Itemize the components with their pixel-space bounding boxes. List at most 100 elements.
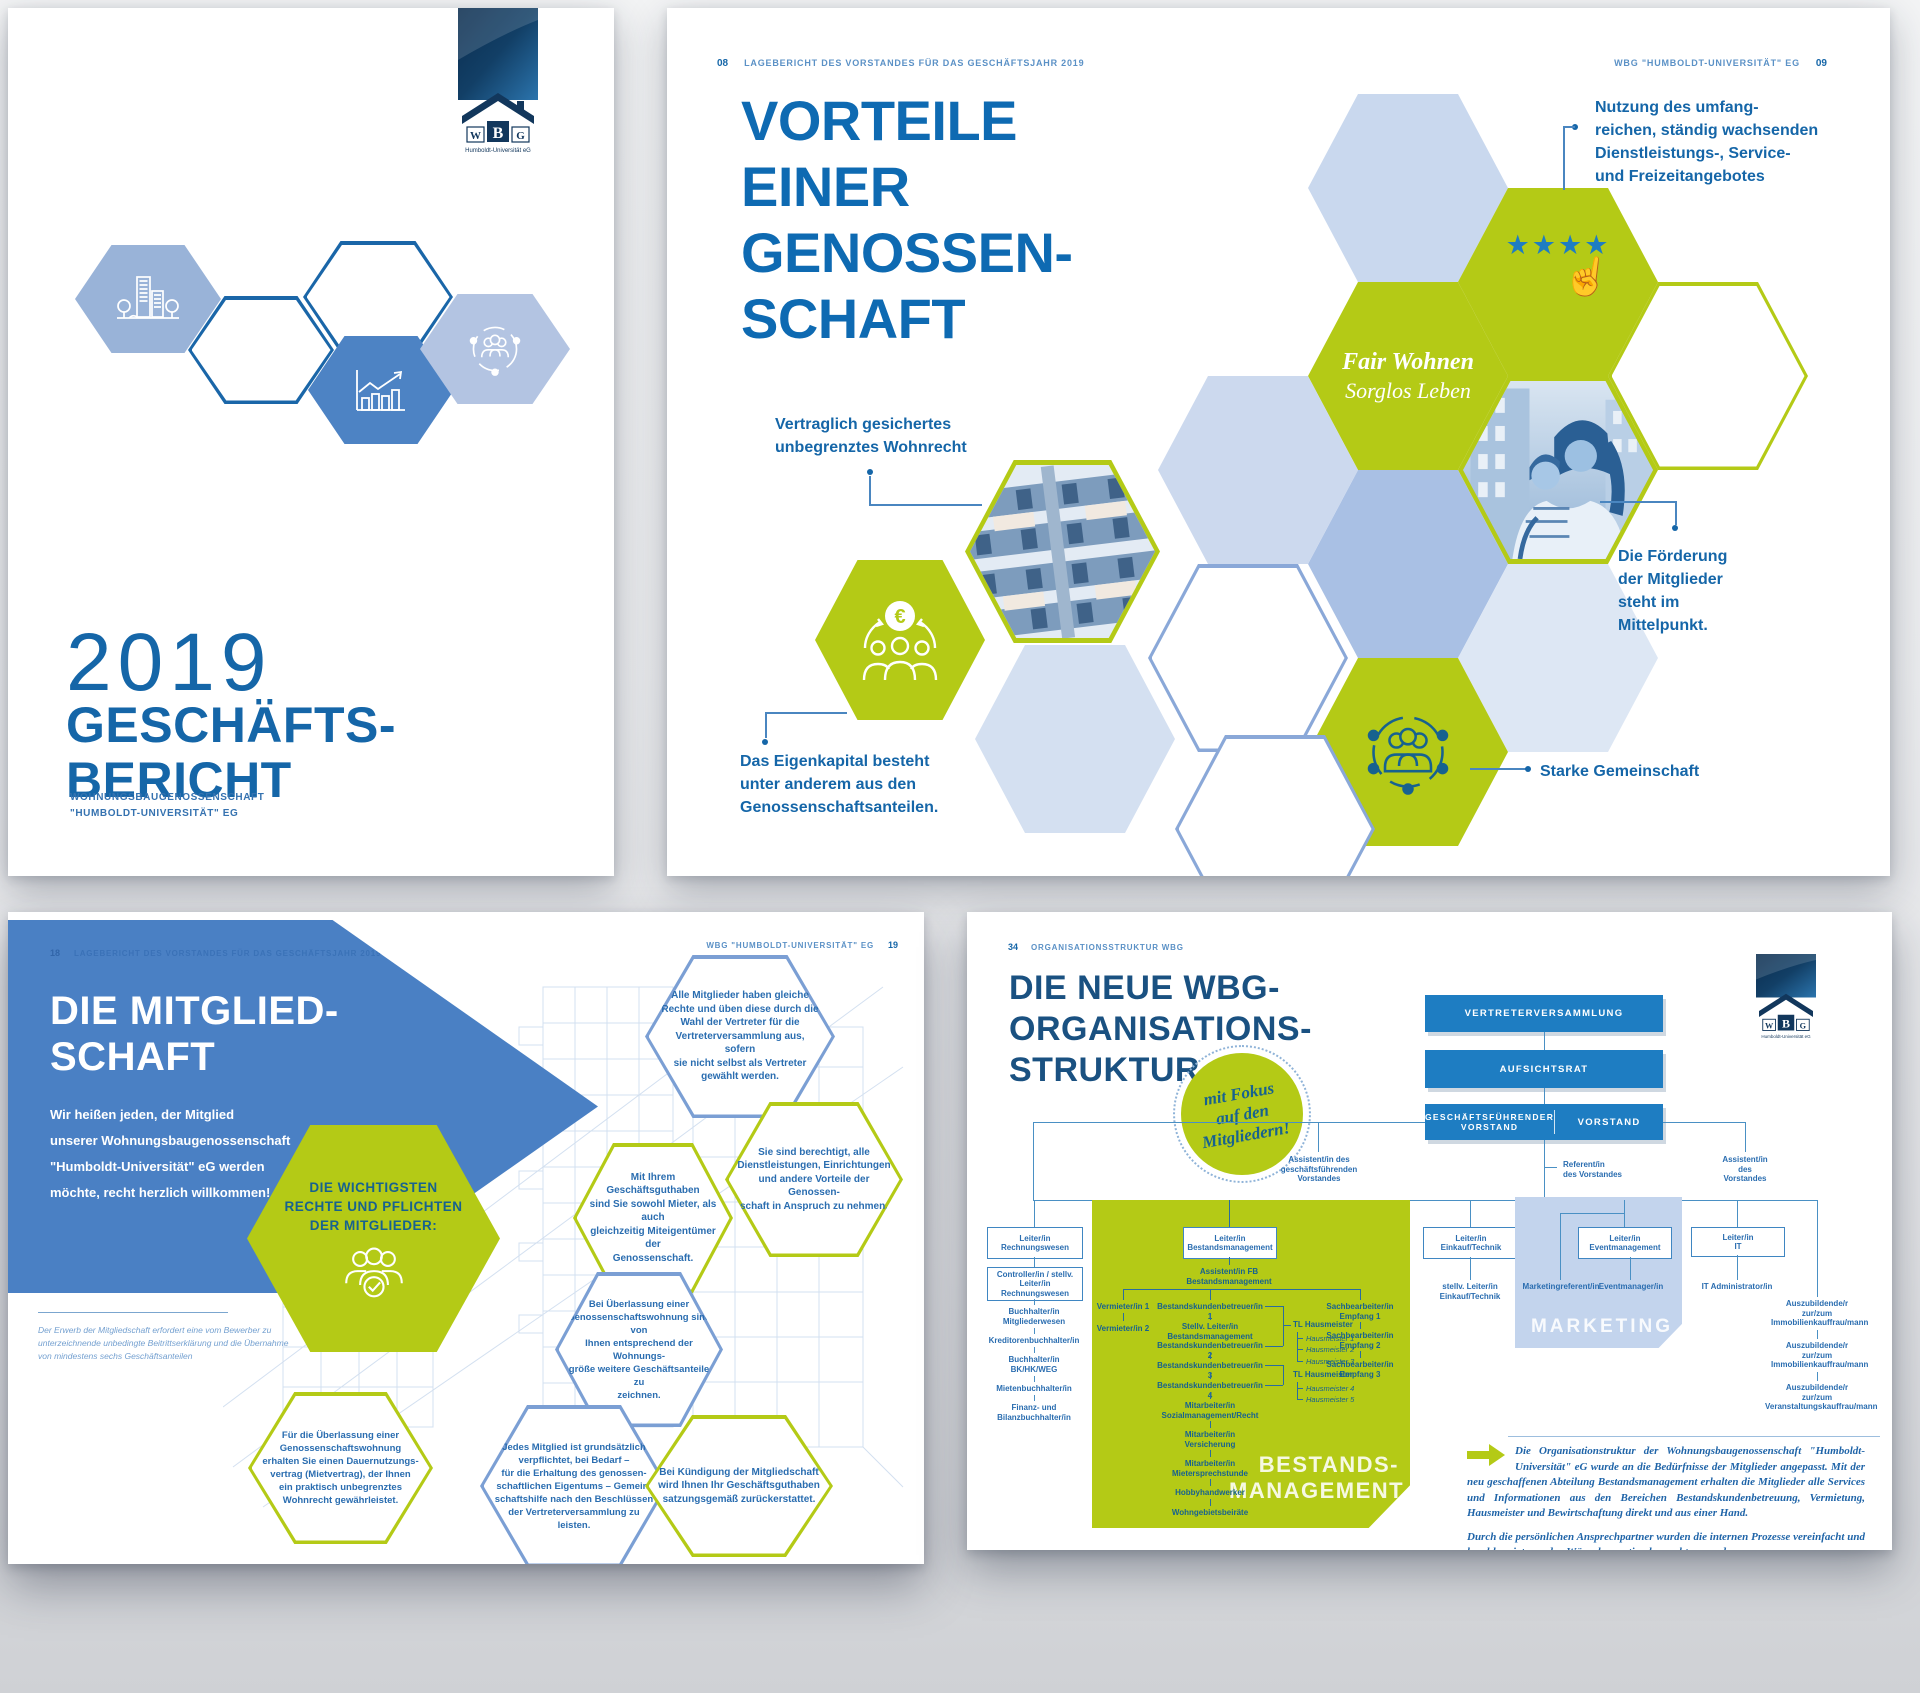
- wbg-logo-icon: W B G Humboldt-Universität eG: [1756, 954, 1816, 1039]
- label-assistent-gf: Assistent/in des geschäftsführenden Vors…: [1280, 1155, 1358, 1183]
- vermieter-2: Vermieter/in 2: [1096, 1324, 1150, 1333]
- logo-letter-b: B: [493, 125, 504, 142]
- hausmeister-3: Hausmeister 3: [1306, 1357, 1355, 1366]
- decor-hex-community: [420, 294, 570, 404]
- running-header-right: WBG "HUMBOLDT-UNIVERSITÄT" EG: [706, 941, 874, 950]
- vorteile-spread: 08 LAGEBERICHT DES VORSTANDES FÜR DAS GE…: [667, 8, 1890, 876]
- family-photo: [1463, 381, 1653, 559]
- label-assistent-vorstand: Assistent/in des Vorstandes: [1722, 1155, 1768, 1183]
- callout-nutzung: Nutzung des umfang- reichen, ständig wac…: [1595, 99, 1819, 185]
- box-aufsichtsrat: AUFSICHTSRAT: [1425, 1050, 1663, 1088]
- page-number-left: 18: [50, 948, 61, 958]
- decor-hex-green-outline: [1608, 282, 1808, 470]
- star-rating: ★★★★: [1505, 230, 1611, 260]
- equity-hex: €: [815, 560, 985, 720]
- svg-text:G: G: [1800, 1021, 1807, 1030]
- hausmeister-1: Hausmeister 1: [1306, 1334, 1355, 1343]
- hex-guthaben-text: Mit Ihrem Geschäftsguthaben sind Sie sow…: [589, 1171, 717, 1264]
- page-number-right: 09: [1815, 58, 1827, 69]
- betreuer-2: Stellv. Leiter/in Bestandsmanagement Bes…: [1157, 1322, 1263, 1360]
- running-header-right: WBG "HUMBOLDT-UNIVERSITÄT" EG: [1614, 58, 1800, 68]
- rights-duties-heading: DIE WICHTIGSTEN RECHTE UND PFLICHTEN DER…: [284, 1180, 463, 1233]
- marketing-watermark: MARKETING: [1530, 1316, 1674, 1337]
- label-stellv-einkauf: stellv. Leiter/in Einkauf/Technik: [1439, 1282, 1501, 1301]
- staff-finanz: Finanz- und Bilanzbuchhalter/in: [997, 1403, 1071, 1422]
- wbg-logo-icon: W B G Humboldt-Universität eG: [458, 8, 538, 154]
- spread-title: VORTEILE EINER GENOSSEN- SCHAFT: [741, 89, 1073, 350]
- cover-year: 2019: [66, 617, 273, 708]
- focus-badge-text: mit Fokus auf den Mitgliedern!: [1200, 1077, 1292, 1152]
- label-assistent-bestand: Assistent/in FB Bestandsmanagement: [1186, 1267, 1272, 1286]
- page-title: DIE MITGLIED- SCHAFT: [50, 989, 339, 1079]
- hex-gemeinschaftshilfe: Jedes Mitglied ist grundsätzlich verpfli…: [480, 1405, 668, 1564]
- label-it-admin: IT Administrator/in: [1701, 1282, 1773, 1291]
- decor-hex-pale-3: [1158, 376, 1358, 564]
- wbg-logo: W B G Humboldt-Universität eG: [457, 8, 539, 160]
- community-network-icon: [469, 326, 521, 376]
- hex-dauernutzung: Für die Überlassung einer Genossenschaft…: [248, 1392, 433, 1544]
- growth-chart-icon: [356, 370, 405, 411]
- azubi-3: Auszubildende/r zur/zum Veranstaltungska…: [1765, 1383, 1878, 1411]
- decor-hex-blue-outline-1: [1148, 564, 1348, 752]
- tl-hausmeister-1: TL Hausmeister: [1293, 1320, 1353, 1329]
- box-gf-vorstand: GESCHÄFTSFÜHRENDER VORSTAND VORSTAND: [1425, 1104, 1663, 1140]
- vermieter-1: Vermieter/in 1: [1096, 1302, 1150, 1311]
- label-marketingreferent: Marketingreferent/in: [1522, 1282, 1600, 1291]
- callout-eigenkapital: Das Eigenkapital besteht unter anderem a…: [740, 753, 939, 816]
- running-header-left: LAGEBERICHT DES VORSTANDES FÜR DAS GESCH…: [74, 949, 382, 958]
- hex-dienstleistungen-text: Sie sind berechtigt, alle Dienstleistung…: [737, 1146, 891, 1212]
- page-title: DIE NEUE WBG- ORGANISATIONS- STRUKTUR: [1009, 969, 1312, 1089]
- family-photo-hex: [1458, 376, 1658, 564]
- logo-letter-w: W: [470, 130, 481, 142]
- logo-letter-g: G: [516, 130, 525, 142]
- empfang-3: Sachbearbeiter/in Empfang 3: [1326, 1360, 1394, 1379]
- azubi-1: Auszubildende/r zur/zum Immobilienkauffr…: [1771, 1299, 1869, 1327]
- cover-page: W B G Humboldt-Universität eG: [8, 8, 614, 876]
- slogan-line-1: Fair Wohnen: [1342, 349, 1474, 375]
- mitarbeiter-mietersprechstunde: Mitarbeiter/in Mietersprechstunde: [1171, 1459, 1249, 1478]
- hausmeister-4: Hausmeister 4: [1306, 1384, 1355, 1393]
- azubi-2: Auszubildende/r zur/zum Immobilienkauffr…: [1771, 1341, 1869, 1369]
- label-referent: Referent/in des Vorstandes: [1563, 1160, 1622, 1179]
- hobbyhandwerker: Hobbyhandwerker: [1175, 1488, 1245, 1497]
- staff-mieten: Mietenbuchhalter/in: [996, 1384, 1072, 1393]
- box-vertreterversammlung: VERTRETERVERSAMMLUNG: [1425, 995, 1663, 1032]
- decor-hex-pale-2: [1458, 564, 1658, 752]
- orgstruktur-page: 34 ORGANISATIONSSTRUKTUR WBG DIE NEUE WB…: [967, 912, 1892, 1550]
- box-leiter-rechnungswesen: Leiter/in Rechnungswesen: [987, 1227, 1083, 1259]
- callout-wohnrecht: Vertraglich gesichertes unbegrenztes Woh…: [775, 416, 967, 456]
- svg-text:€: €: [894, 606, 905, 628]
- box-leiter-event: Leiter/in Eventmanagement: [1578, 1227, 1672, 1259]
- box-leiter-einkauf: Leiter/in Einkauf/Technik: [1423, 1227, 1519, 1259]
- page-number-left: 08: [717, 58, 729, 69]
- staff-kreditoren: Kreditorenbuchhalter/in: [988, 1336, 1080, 1345]
- mitarbeiter-sozial: Mitarbeiter/in Sozialmanagement/Recht: [1161, 1401, 1259, 1420]
- slogan-hex: Fair Wohnen Sorglos Leben: [1308, 282, 1508, 470]
- staff-buchhalter-mitglieder: Buchhalter/in Mitgliederwesen: [1002, 1307, 1066, 1326]
- hex-gemeinschaftshilfe-text: Jedes Mitglied ist grundsätzlich verpfli…: [494, 1441, 654, 1531]
- svg-text:Humboldt-Universität eG: Humboldt-Universität eG: [1761, 1034, 1811, 1039]
- svg-text:B: B: [1782, 1017, 1790, 1031]
- empfang-2: Sachbearbeiter/in Empfang 2: [1326, 1331, 1394, 1350]
- rating-hex: ★★★★ ☝: [1458, 188, 1658, 376]
- vorstand-label: VORSTAND: [1577, 1116, 1641, 1128]
- slogan-line-2: Sorglos Leben: [1345, 378, 1471, 403]
- community-network-icon: [1367, 716, 1449, 795]
- page-number-right: 19: [887, 940, 898, 950]
- hex-anteile: Bei Überlassung einer Genossenschaftswoh…: [555, 1272, 723, 1427]
- running-header-left: LAGEBERICHT DES VORSTANDES FÜR DAS GESCH…: [744, 58, 1085, 68]
- bestand-watermark: BESTANDS- MANAGEMENT: [1229, 1452, 1405, 1503]
- hex-anteile-text: Bei Überlassung einer Genossenschaftswoh…: [567, 1298, 711, 1401]
- callout-foerderung: Die Förderung der Mitglieder steht im Mi…: [1618, 548, 1728, 634]
- hausmeister-5: Hausmeister 5: [1306, 1395, 1355, 1404]
- hex-kuendigung-text: Bei Kündigung der Mitgliedschaft wird Ih…: [658, 1466, 820, 1505]
- wbg-logo: W B G Humboldt-Universität eG: [1755, 954, 1817, 1049]
- intro-text: Wir heißen jeden, der Mitglied unserer W…: [50, 1107, 291, 1200]
- summary-paragraph-1: Die Organisationstruktur der Wohnungsbau…: [1467, 1445, 1865, 1519]
- euro-members-icon: €: [862, 601, 938, 681]
- membership-footnote: Der Erwerb der Mitgliedschaft erfordert …: [38, 1325, 289, 1361]
- building-photo: [970, 465, 1155, 638]
- callout-gemeinschaft: Starke Gemeinschaft: [1540, 763, 1700, 780]
- building-photo-hex: [965, 460, 1160, 643]
